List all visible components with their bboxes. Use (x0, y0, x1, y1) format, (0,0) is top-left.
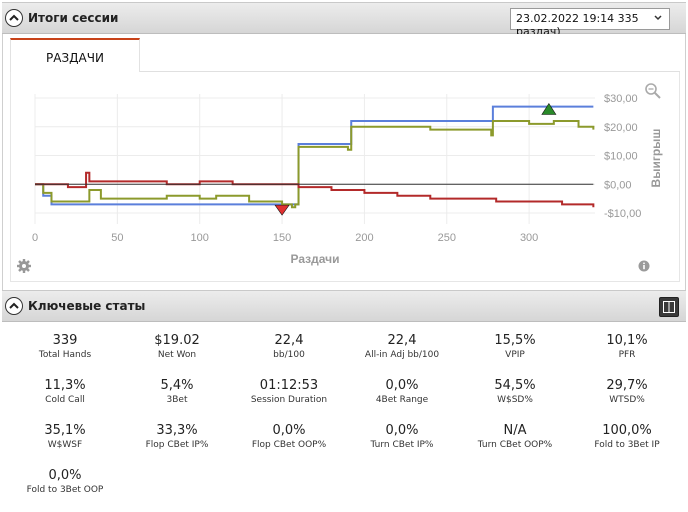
stat-value: 10,1% (606, 333, 648, 348)
stat-label: W$SD% (497, 395, 533, 405)
stat-value: 100,0% (602, 423, 652, 438)
stat-label: bb/100 (273, 350, 305, 360)
x-tick-label: 100 (191, 232, 209, 244)
stat-item: 100,0% Fold to 3Bet IP (564, 423, 688, 450)
x-tick-label: 0 (32, 232, 38, 244)
stat-value: 22,4 (387, 333, 417, 348)
stat-value: 0,0% (272, 423, 306, 438)
zoom-icon[interactable] (644, 82, 662, 100)
x-tick-label: 300 (520, 232, 538, 244)
stat-label: Flop CBet IP% (145, 440, 209, 450)
stat-item: 35,1% W$WSF (2, 423, 128, 450)
gear-icon[interactable] (16, 258, 32, 274)
stat-value: 35,1% (44, 423, 86, 438)
stat-label: Fold to 3Bet IP (594, 440, 660, 450)
stat-item: 29,7% WTSD% (564, 378, 688, 405)
stat-label: Turn CBet IP% (370, 440, 434, 450)
stat-label: 4Bet Range (375, 395, 429, 405)
winnings-chart: $30,00 $20,00 $10,00 $0,00 -$10,00 0 50 100 150 2… (32, 93, 663, 266)
key-stats-title: Ключевые статы (28, 299, 146, 313)
stat-label: Fold to 3Bet OOP (26, 485, 104, 495)
collapse-stats-button[interactable] (5, 297, 23, 315)
stat-label: VPIP (505, 350, 525, 360)
stat-label: Turn CBet OOP% (477, 440, 553, 450)
stat-item: 5,4% 3Bet (114, 378, 240, 405)
stat-value: 339 (52, 333, 78, 348)
session-summary-header: Итоги сессии 23.02.2022 19:14 335 раздач… (2, 2, 686, 38)
chevron-up-icon (9, 14, 19, 21)
chevron-up-icon (9, 302, 19, 309)
stat-label: Session Duration (250, 395, 328, 405)
stat-value: 0,0% (385, 423, 419, 438)
stat-label: Net Won (157, 350, 197, 360)
stat-label: Flop CBet OOP% (251, 440, 327, 450)
stat-label: 3Bet (166, 395, 188, 405)
y-tick-label: -$10,00 (604, 208, 641, 220)
stat-item: 22,4 bb/100 (226, 333, 352, 360)
stat-value: 15,5% (494, 333, 536, 348)
key-stats-grid: 339 Total Hands $19.02 Net Won 22,4 bb/100 22,… (2, 323, 686, 512)
chevron-down-icon (654, 15, 662, 21)
stat-item: 11,3% Cold Call (2, 378, 128, 405)
stat-label: All-in Adj bb/100 (364, 350, 440, 360)
x-tick-label: 250 (438, 232, 456, 244)
x-tick-label: 50 (111, 232, 123, 244)
y-tick-label: $20,00 (604, 122, 638, 134)
x-tick-label: 200 (355, 232, 373, 244)
stat-item: 0,0% Flop CBet OOP% (226, 423, 352, 450)
y-tick-label: $10,00 (604, 151, 638, 163)
tab-hands[interactable]: РАЗДАЧИ (10, 38, 140, 73)
y-tick-label: $30,00 (604, 93, 638, 105)
x-axis-label: Раздачи (291, 252, 340, 266)
x-tick-label: 150 (273, 232, 291, 244)
stat-value: 54,5% (494, 378, 536, 393)
stat-value: 0,0% (385, 378, 419, 393)
stat-label: PFR (618, 350, 636, 360)
series-line (35, 171, 595, 208)
stat-label: Total Hands (38, 350, 92, 360)
series-line (35, 120, 595, 209)
stat-label: W$WSF (47, 440, 83, 450)
info-icon[interactable] (638, 260, 650, 272)
stat-value: 33,3% (156, 423, 198, 438)
collapse-session-button[interactable] (5, 9, 23, 27)
stat-value: 0,0% (48, 468, 82, 483)
stat-label: Cold Call (45, 395, 85, 405)
stat-item: 10,1% PFR (564, 333, 688, 360)
stats-layout-button[interactable] (659, 297, 679, 317)
key-stats-header: Ключевые статы (2, 290, 686, 322)
min-marker (274, 204, 290, 216)
session-selector[interactable]: 23.02.2022 19:14 335 раздач) (510, 8, 670, 38)
stat-item: 54,5% W$SD% (452, 378, 578, 405)
stat-value: 5,4% (160, 378, 194, 393)
stat-value: 01:12:53 (259, 378, 319, 393)
y-axis-label: Выигрыш (649, 129, 663, 188)
stat-item: 15,5% VPIP (452, 333, 578, 360)
stat-value: N/A (503, 423, 527, 438)
stat-item: 0,0% Turn CBet IP% (339, 423, 465, 450)
stat-item: $19.02 Net Won (114, 333, 240, 360)
stat-item: 22,4 All-in Adj bb/100 (339, 333, 465, 360)
stat-item: 33,3% Flop CBet IP% (114, 423, 240, 450)
stat-value: 29,7% (606, 378, 648, 393)
stat-item: 339 Total Hands (2, 333, 128, 360)
stat-value: 11,3% (44, 378, 86, 393)
stat-item: 0,0% Fold to 3Bet OOP (2, 468, 128, 495)
max-marker (541, 102, 557, 115)
y-tick-label: $0,00 (604, 179, 632, 191)
stat-item: 0,0% 4Bet Range (339, 378, 465, 405)
session-summary-title: Итоги сессии (28, 11, 119, 25)
tab-strip: РАЗДАЧИ (10, 38, 680, 73)
stat-label: WTSD% (609, 395, 645, 405)
columns-icon (663, 301, 675, 313)
stat-item: 01:12:53 Session Duration (226, 378, 352, 405)
stat-value: 22,4 (274, 333, 304, 348)
stat-item: N/A Turn CBet OOP% (452, 423, 578, 450)
stat-value: $19.02 (154, 333, 200, 348)
